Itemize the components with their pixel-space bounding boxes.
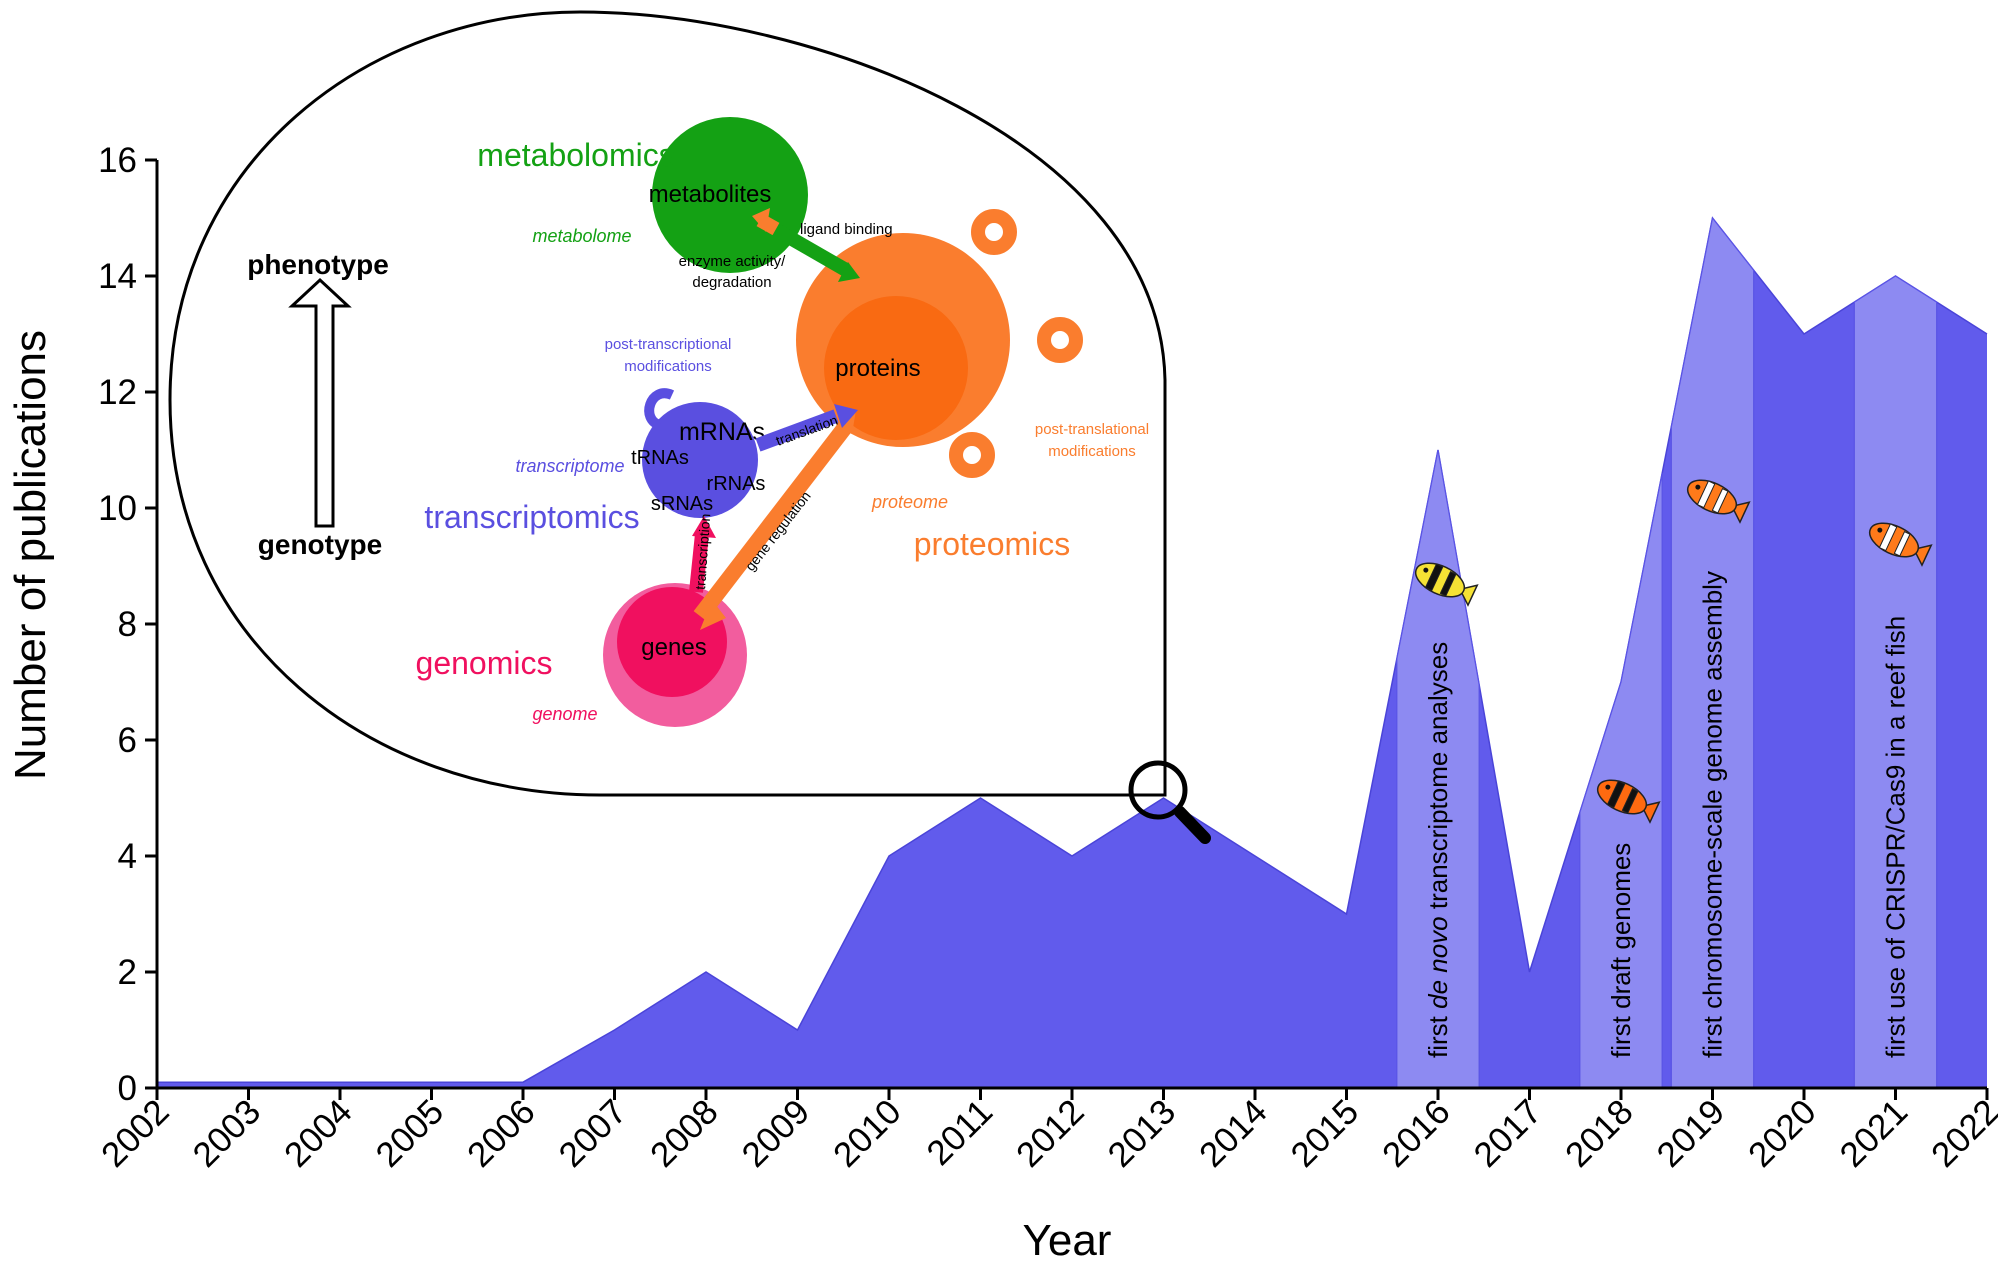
x-tick-label: 2011: [919, 1092, 1000, 1173]
y-tick-label: 4: [118, 837, 137, 876]
fish-eye: [1605, 784, 1611, 790]
fish-eye: [1423, 567, 1429, 573]
proteins-circle: [824, 296, 968, 440]
translation-arrow: [755, 404, 858, 452]
x-tick-label: 2020: [1741, 1092, 1824, 1175]
metabolome-label: metabolome: [532, 226, 631, 246]
fish-eye: [1695, 484, 1701, 490]
x-tick-label: 2006: [460, 1092, 543, 1175]
fish-stripe: [1439, 570, 1457, 597]
x-tick-label: 2021: [1833, 1092, 1916, 1175]
x-tick-label: 2015: [1284, 1092, 1367, 1175]
y-tick-label: 10: [98, 489, 137, 528]
omics-inset: phenotype genotype proteins metabolites …: [168, 10, 1167, 797]
x-tick-label: 2008: [643, 1092, 726, 1175]
transcript-loop-arrow: [644, 388, 675, 430]
y-tick-label: 16: [98, 141, 137, 180]
x-tick-label: 2007: [552, 1092, 635, 1175]
y-tick-label: 14: [98, 257, 137, 296]
enzyme-label-2: degradation: [692, 274, 771, 291]
metabolites-circle: [652, 117, 808, 273]
fish-eye: [1877, 527, 1883, 533]
x-tick-label: 2005: [369, 1092, 452, 1175]
transcription-label: transcription: [692, 513, 713, 590]
x-tick-label: 2010: [826, 1092, 909, 1175]
ptm-label-2: modifications: [624, 358, 712, 375]
metabolites-label: metabolites: [649, 181, 772, 208]
publications-area: [157, 218, 1987, 1088]
y-tick-label: 12: [98, 373, 137, 412]
ptm-loop-arrows: [949, 209, 1083, 478]
event-label-2016: first de novo transcriptome analyses: [1423, 642, 1453, 1058]
fish-stripe: [1606, 780, 1626, 809]
x-tick-label: 2016: [1375, 1092, 1458, 1175]
x-tick-label: 2017: [1467, 1092, 1550, 1175]
fish-icon-2021: [1868, 522, 1933, 567]
event-label-2019: first chromosome-scale genome assembly: [1698, 571, 1728, 1058]
inset-bubble: [168, 10, 1167, 797]
genotype-label: genotype: [258, 529, 382, 560]
fish-icon-2018: [1596, 779, 1661, 824]
fish-stripe: [1621, 787, 1639, 814]
genomics-label: genomics: [416, 645, 553, 681]
fish-stripe: [1424, 563, 1444, 592]
rrnas-label: rRNAs: [707, 473, 766, 495]
x-tick-label: 2009: [735, 1092, 818, 1175]
proteome-label: proteome: [871, 492, 948, 512]
x-tick-label: 2012: [1009, 1092, 1092, 1175]
ptl-label-1: post-translational: [1035, 421, 1149, 438]
x-tick-label: 2002: [94, 1092, 177, 1175]
x-tick-label: 2003: [186, 1092, 269, 1175]
y-tick-label: 6: [118, 721, 137, 760]
event-label-2018: first draft genomes: [1606, 843, 1636, 1058]
y-axis-title: Number of publications: [6, 330, 55, 780]
proteomics-label: proteomics: [914, 526, 1071, 562]
ptl-label-2: modifications: [1048, 443, 1136, 460]
mrnas-label: mRNAs: [679, 418, 765, 446]
transcripts-circle: [642, 402, 758, 518]
enzyme-label-1: enzyme activity/: [679, 253, 787, 270]
x-tick-label: 2018: [1558, 1092, 1641, 1175]
fish-stripe: [1878, 523, 1898, 552]
genome-label: genome: [532, 704, 597, 724]
fish-stripe: [1696, 480, 1716, 509]
transcriptome-label: transcriptome: [515, 456, 624, 476]
fish-stripe: [1711, 487, 1729, 514]
genes-label: genes: [641, 634, 706, 661]
transcription-arrow: [689, 516, 716, 593]
phenotype-label: phenotype: [247, 249, 389, 280]
fish-stripe: [1893, 530, 1911, 557]
x-axis-title: Year: [1023, 1216, 1112, 1265]
x-tick-label: 2004: [277, 1092, 360, 1175]
y-tick-label: 0: [118, 1069, 137, 1108]
metabolite-protein-arrow: [752, 208, 860, 282]
proteins-label: proteins: [835, 355, 920, 382]
x-tick-label: 2022: [1924, 1092, 1998, 1175]
fish-icon-2016: [1414, 562, 1479, 607]
y-tick-label: 8: [118, 605, 137, 644]
srnas-label: sRNAs: [651, 493, 713, 515]
x-tick-label: 2013: [1101, 1092, 1184, 1175]
phenotype-arrow: [288, 277, 352, 528]
ligand-binding-label: ligand binding: [800, 221, 893, 238]
trnas-label: tRNAs: [631, 447, 689, 469]
x-tick-label: 2019: [1650, 1092, 1733, 1175]
transcriptomics-label: transcriptomics: [424, 499, 639, 535]
y-tick-label: 2: [118, 953, 137, 992]
magnifier-icon: [1128, 760, 1211, 844]
ptm-label-1: post-transcriptional: [605, 336, 732, 353]
event-label-2021: first use of CRISPR/Cas9 in a reef fish: [1881, 616, 1911, 1058]
metabolomics-label: metabolomics: [477, 137, 674, 173]
x-tick-label: 2014: [1192, 1092, 1275, 1175]
fish-icon-2019: [1686, 479, 1751, 524]
